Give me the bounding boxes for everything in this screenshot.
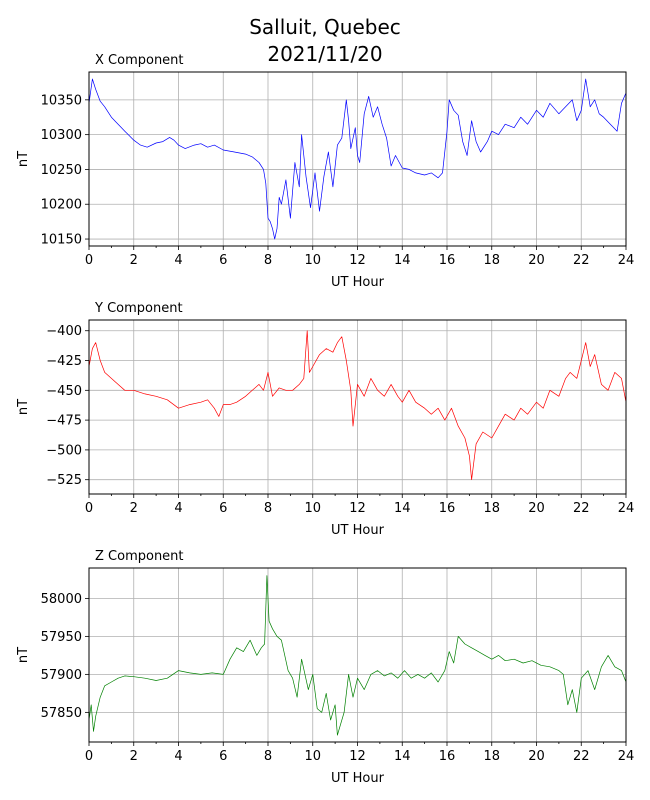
x-tick-label: 2: [130, 253, 138, 268]
x-tick-label: 20: [528, 749, 545, 764]
x-tick-label: 0: [85, 749, 93, 764]
x-axis-label: UT Hour: [331, 275, 385, 290]
x-tick-label: 22: [573, 501, 590, 516]
x-tick-label: 12: [349, 749, 366, 764]
x-tick-label: 16: [439, 253, 456, 268]
y-tick-label: 10250: [41, 163, 82, 178]
y-axis-label: nT: [16, 399, 31, 415]
panel-title: Z Component: [95, 549, 184, 564]
y-axis-label: nT: [16, 647, 31, 663]
x-tick-label: 10: [304, 501, 321, 516]
y-tick-label: −475: [46, 414, 82, 429]
y-tick-label: −425: [46, 354, 82, 369]
y-tick-label: 10350: [41, 93, 82, 108]
series-line: [88, 575, 627, 736]
x-tick-label: 6: [219, 501, 227, 516]
x-tick-label: 22: [573, 749, 590, 764]
series-line: [88, 78, 627, 240]
figure-subtitle: 2021/11/20: [267, 42, 382, 66]
x-tick-label: 0: [85, 253, 93, 268]
x-tick-label: 14: [394, 253, 411, 268]
x-tick-label: 4: [174, 501, 182, 516]
y-tick-label: 58000: [41, 592, 82, 607]
y-axis-label: nT: [16, 151, 31, 167]
y-tick-label: 57850: [41, 706, 82, 721]
x-tick-label: 24: [618, 749, 635, 764]
x-tick-label: 10: [304, 253, 321, 268]
x-tick-label: 8: [264, 501, 272, 516]
y-tick-label: −525: [46, 473, 82, 488]
x-tick-label: 6: [219, 253, 227, 268]
x-tick-label: 22: [573, 253, 590, 268]
x-tick-label: 18: [483, 501, 500, 516]
x-tick-label: 2: [130, 501, 138, 516]
x-tick-label: 20: [528, 253, 545, 268]
x-tick-label: 12: [349, 501, 366, 516]
x-tick-label: 4: [174, 749, 182, 764]
panel-title: Y Component: [94, 301, 183, 316]
panel-z-component: Z Component nT UT Hour 0 2 4 6 8 10 12 14 16 18 20…: [16, 549, 634, 786]
x-tick-label: 16: [439, 501, 456, 516]
x-tick-label: 24: [618, 501, 635, 516]
y-tick-label: 10150: [41, 233, 82, 248]
x-tick-label: 8: [264, 749, 272, 764]
x-tick-label: 12: [349, 253, 366, 268]
series-line: [88, 330, 627, 481]
grid-lines: [88, 72, 627, 246]
y-tick-label: 57950: [41, 630, 82, 645]
y-tick-label: −450: [46, 384, 82, 399]
panel-y-component: Y Component nT UT Hour 0 2 4 6 8 10 12 14 16 18 20…: [16, 301, 634, 538]
x-tick-label: 18: [483, 749, 500, 764]
y-tick-label: 10200: [41, 198, 82, 213]
x-tick-label: 14: [394, 749, 411, 764]
panel-x-component: X Component nT UT Hour 0 2 4 6 8 10 12 14 16 18 20…: [16, 53, 634, 290]
y-tick-label: 57900: [41, 668, 82, 683]
figure-title: Salluit, Quebec: [249, 15, 401, 39]
x-tick-label: 18: [483, 253, 500, 268]
x-tick-label: 16: [439, 749, 456, 764]
x-tick-label: 0: [85, 501, 93, 516]
grid-lines: [88, 320, 627, 494]
y-tick-label: 10300: [41, 128, 82, 143]
x-axis-label: UT Hour: [331, 523, 385, 538]
y-tick-label: −400: [46, 324, 82, 339]
grid-lines: [88, 568, 627, 742]
x-tick-label: 2: [130, 749, 138, 764]
x-axis-label: UT Hour: [331, 771, 385, 786]
x-tick-label: 6: [219, 749, 227, 764]
x-tick-label: 10: [304, 749, 321, 764]
x-tick-label: 4: [174, 253, 182, 268]
x-tick-label: 14: [394, 501, 411, 516]
y-tick-label: −500: [46, 443, 82, 458]
panel-title: X Component: [95, 53, 184, 68]
x-tick-label: 20: [528, 501, 545, 516]
x-tick-label: 24: [618, 253, 635, 268]
x-tick-label: 8: [264, 253, 272, 268]
